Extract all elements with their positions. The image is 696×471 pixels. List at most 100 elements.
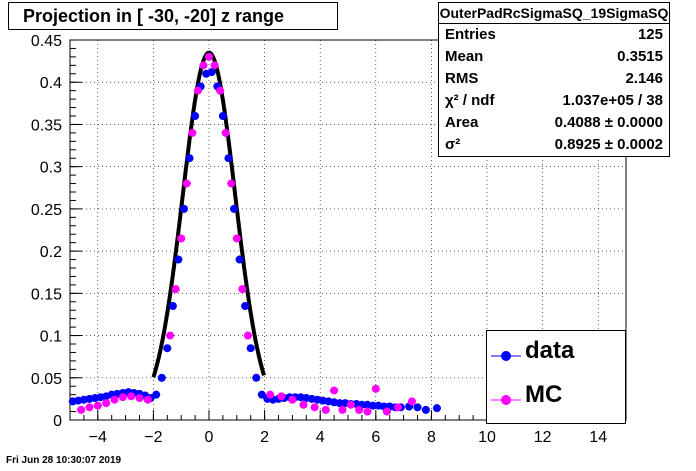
data-point-mc <box>182 179 191 188</box>
stats-key: χ² / ndf <box>445 92 495 109</box>
data-point-data <box>413 403 422 412</box>
x-tick-label: −2 <box>144 429 162 446</box>
stats-value: 0.3515 <box>617 48 663 65</box>
legend-item-data: data <box>487 337 625 377</box>
stats-row-area: Area 0.4088 ± 0.0000 <box>445 114 663 136</box>
data-point-mc <box>288 395 297 404</box>
timestamp: Fri Jun 28 10:30:07 2019 <box>6 455 122 466</box>
data-point-mc <box>371 384 380 393</box>
data-point-mc <box>171 285 180 294</box>
data-point-mc <box>394 403 403 412</box>
data-point-mc <box>143 395 152 404</box>
stats-key: RMS <box>445 70 479 87</box>
y-tick-label: 0.15 <box>31 286 62 303</box>
stats-value: 0.8925 ± 0.0002 <box>554 136 663 153</box>
chart-title: Projection in [ -30, -20] z range <box>23 6 285 26</box>
x-tick-label: 10 <box>478 429 496 446</box>
data-point-mc <box>355 405 364 414</box>
stats-box: OuterPadRcSigmaSQ_19SigmaSQ Entries 125 … <box>438 2 670 157</box>
legend-label: MC <box>525 381 563 408</box>
data-point-mc <box>382 407 391 416</box>
data-point-data <box>224 154 233 163</box>
data-point-data <box>152 390 161 399</box>
data-point-mc <box>210 61 219 70</box>
data-point-mc <box>227 179 236 188</box>
data-point-mc <box>205 52 213 61</box>
data-point-data <box>191 112 200 120</box>
stats-row-rms: RMS 2.146 <box>445 70 663 92</box>
stats-row-chi2: χ² / ndf 1.037e+05 / 38 <box>445 92 663 114</box>
x-tick-label: 12 <box>534 429 552 446</box>
data-point-mc <box>135 394 144 403</box>
data-point-data <box>241 302 250 310</box>
data-point-mc <box>330 386 339 395</box>
stats-name: OuterPadRcSigmaSQ_19SigmaSQ <box>439 3 669 24</box>
data-point-mc <box>188 128 197 137</box>
stats-key: σ² <box>445 136 461 153</box>
data-point-data <box>235 255 244 264</box>
x-tick-label: 6 <box>371 429 380 446</box>
stats-value: 2.146 <box>625 70 663 87</box>
stats-row-mean: Mean 0.3515 <box>445 48 663 70</box>
stats-value: 0.4088 ± 0.0000 <box>554 114 663 131</box>
data-point-mc <box>93 401 102 410</box>
data-point-data <box>246 344 255 353</box>
data-point-mc <box>193 86 202 95</box>
data-point-data <box>185 154 194 163</box>
y-tick-label: 0.2 <box>40 244 62 261</box>
data-point-data <box>335 399 344 408</box>
data-point-mc <box>243 331 252 340</box>
x-tick-label: −4 <box>89 429 107 446</box>
data-point-mc <box>102 399 111 408</box>
x-tick-label: 4 <box>316 429 325 446</box>
data-point-data <box>218 112 227 120</box>
data-point-data <box>207 68 216 77</box>
data-point-data <box>157 373 166 382</box>
stats-value: 1.037e+05 / 38 <box>562 92 663 109</box>
data-point-data <box>369 401 378 410</box>
data-point-mc <box>299 400 308 409</box>
data-point-mc <box>221 128 230 137</box>
stats-row-sigma2: σ² 0.8925 ± 0.0002 <box>445 136 663 158</box>
data-point-mc <box>118 393 127 402</box>
chart-title-box: Projection in [ -30, -20] z range <box>8 2 338 30</box>
data-point-mc <box>363 407 372 416</box>
y-tick-label: 0.35 <box>31 117 62 134</box>
x-tick-label: 14 <box>589 429 607 446</box>
stats-key: Area <box>445 114 479 131</box>
y-tick-label: 0.45 <box>31 33 62 50</box>
data-point-data <box>179 204 188 213</box>
data-point-data <box>168 302 177 310</box>
data-point-mc <box>85 403 94 412</box>
y-tick-label: 0.25 <box>31 202 62 219</box>
legend-marker-icon <box>491 351 521 361</box>
x-tick-label: 0 <box>205 429 214 446</box>
stats-row-entries: Entries 125 <box>445 26 663 48</box>
y-tick-label: 0 <box>53 413 62 430</box>
data-point-data <box>174 255 183 264</box>
legend: data MC <box>486 330 626 424</box>
data-point-mc <box>407 397 416 406</box>
x-tick-label: 2 <box>260 429 269 446</box>
legend-label: data <box>525 337 575 364</box>
data-point-mc <box>177 234 186 243</box>
legend-marker-icon <box>491 395 521 405</box>
y-tick-label: 0.1 <box>40 329 62 346</box>
data-point-mc <box>127 392 136 401</box>
y-tick-label: 0.05 <box>31 371 62 388</box>
data-point-data <box>421 405 430 414</box>
data-point-mc <box>321 405 330 414</box>
data-point-mc <box>166 331 175 340</box>
data-point-mc <box>232 234 241 243</box>
data-point-mc <box>346 400 355 409</box>
fit-curve <box>151 50 266 378</box>
stats-key: Entries <box>445 26 496 43</box>
data-point-mc <box>266 390 275 399</box>
data-point-data <box>163 344 172 353</box>
data-point-mc <box>216 86 225 95</box>
data-point-mc <box>310 403 319 412</box>
stats-value: 125 <box>637 26 663 43</box>
x-tick-label: 8 <box>427 429 436 446</box>
data-point-data <box>432 404 441 413</box>
